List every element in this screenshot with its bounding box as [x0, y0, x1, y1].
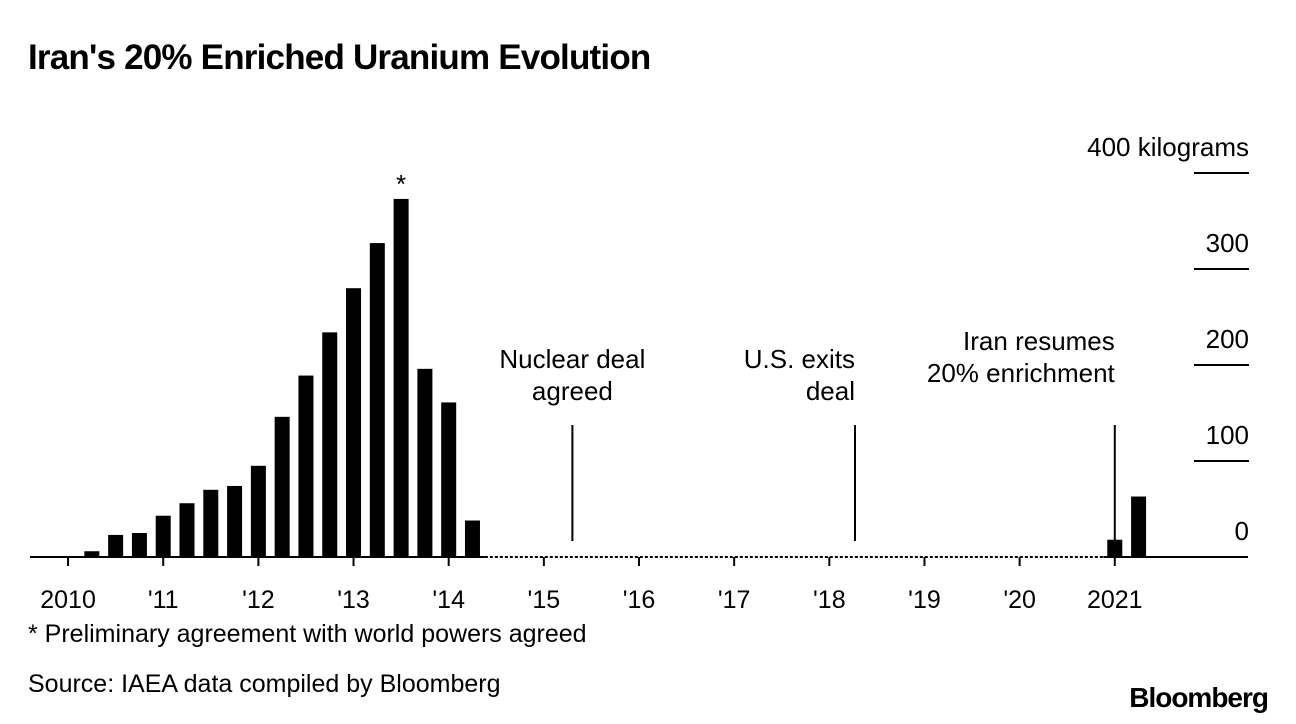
- x-tick-label: '14: [432, 586, 465, 614]
- bar: [131, 533, 147, 557]
- x-tick-label: '12: [242, 586, 275, 614]
- y-tick-label: 0: [1235, 516, 1249, 546]
- footnote: * Preliminary agreement with world power…: [28, 620, 587, 648]
- bar: [179, 503, 195, 557]
- bar: [1131, 496, 1147, 557]
- chart-title: Iran's 20% Enriched Uranium Evolution: [28, 38, 651, 77]
- bar: [108, 534, 124, 557]
- y-gridlines: [1194, 172, 1249, 462]
- y-axis-labels: 400 kilograms 300 200 100 0: [1087, 132, 1249, 546]
- y-tick-label: 100: [1206, 420, 1249, 450]
- bar: [274, 416, 290, 557]
- x-tick-label: '17: [718, 586, 751, 614]
- bar: [298, 375, 314, 557]
- bloomberg-logo: Bloomberg: [1129, 682, 1269, 713]
- annotation-text: Nuclear deal: [499, 344, 645, 374]
- x-tick-label: 2021: [1087, 586, 1143, 614]
- annotation-text: agreed: [532, 376, 613, 406]
- x-axis-labels: 2010 '11 '12 '13 '14 '15 '16 '17 '18 '19 '20 2021: [40, 557, 1143, 614]
- bar: [250, 465, 266, 557]
- bar: [84, 551, 100, 557]
- x-tick-label: '11: [148, 586, 179, 614]
- x-tick-label: '15: [528, 586, 561, 614]
- bar: [369, 243, 385, 557]
- bar: [155, 515, 171, 557]
- x-tick-label: 2010: [40, 586, 96, 614]
- bar: [417, 368, 433, 557]
- x-tick-label: '19: [908, 586, 941, 614]
- annotation-text: 20% enrichment: [927, 358, 1116, 388]
- annotation-text: Iran resumes: [963, 326, 1115, 356]
- bar: [393, 198, 409, 558]
- bar-marker: *: [396, 169, 406, 199]
- annotation-text: U.S. exits: [744, 344, 855, 374]
- x-tick-label: '20: [1003, 586, 1036, 614]
- bar: [227, 485, 243, 557]
- x-tick-label: '18: [813, 586, 846, 614]
- y-tick-label: 200: [1206, 324, 1249, 354]
- source-note: Source: IAEA data compiled by Bloomberg: [28, 670, 501, 698]
- bar: [322, 332, 338, 557]
- bars: *: [84, 169, 1147, 558]
- bar: [1107, 539, 1123, 557]
- annotation-text: deal: [806, 376, 855, 406]
- x-tick-label: '16: [623, 586, 656, 614]
- x-tick-label: '13: [337, 586, 370, 614]
- bar: [441, 402, 457, 557]
- y-tick-label: 300: [1206, 228, 1249, 258]
- bar: [203, 489, 219, 557]
- y-tick-label: 400 kilograms: [1087, 132, 1249, 162]
- bar: [464, 520, 480, 557]
- bar: [346, 288, 362, 557]
